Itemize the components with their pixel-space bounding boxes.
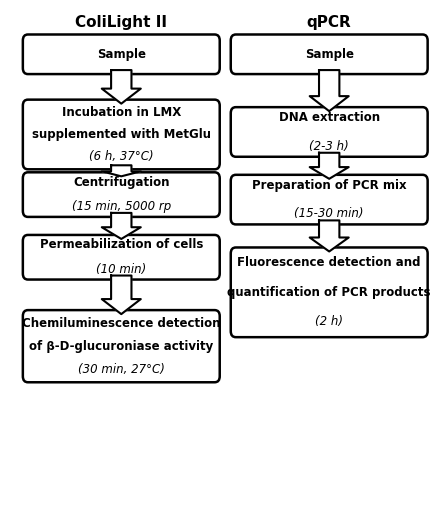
Text: ColiLight II: ColiLight II	[75, 16, 167, 30]
Text: quantification of PCR products: quantification of PCR products	[228, 286, 431, 299]
Text: (15 min, 5000 rp: (15 min, 5000 rp	[72, 200, 171, 213]
Text: Sample: Sample	[305, 48, 354, 61]
FancyBboxPatch shape	[23, 310, 220, 382]
Text: qPCR: qPCR	[307, 16, 351, 30]
FancyBboxPatch shape	[23, 235, 220, 280]
Text: Incubation in LMX: Incubation in LMX	[62, 106, 181, 119]
Text: (6 h, 37°C): (6 h, 37°C)	[89, 150, 154, 163]
Polygon shape	[310, 220, 349, 252]
Text: (30 min, 27°C): (30 min, 27°C)	[78, 363, 165, 375]
FancyBboxPatch shape	[231, 175, 428, 224]
Polygon shape	[102, 276, 141, 314]
Text: Preparation of PCR mix: Preparation of PCR mix	[252, 179, 407, 192]
FancyBboxPatch shape	[23, 172, 220, 217]
Polygon shape	[310, 70, 349, 111]
Polygon shape	[310, 153, 349, 179]
FancyBboxPatch shape	[231, 107, 428, 157]
Polygon shape	[102, 70, 141, 104]
FancyBboxPatch shape	[231, 34, 428, 74]
Text: (15-30 min): (15-30 min)	[294, 207, 364, 220]
FancyBboxPatch shape	[23, 100, 220, 169]
Text: (2 h): (2 h)	[315, 315, 343, 328]
Text: (10 min): (10 min)	[96, 263, 146, 276]
Text: Permeabilization of cells: Permeabilization of cells	[40, 239, 203, 252]
Text: of β-D-glucuroniase activity: of β-D-glucuroniase activity	[29, 340, 213, 353]
Text: (2-3 h): (2-3 h)	[309, 140, 349, 153]
FancyBboxPatch shape	[23, 34, 220, 74]
Text: DNA extraction: DNA extraction	[278, 111, 380, 124]
Text: supplemented with MetGlu: supplemented with MetGlu	[32, 128, 211, 141]
Text: Sample: Sample	[97, 48, 146, 61]
Text: Fluorescence detection and: Fluorescence detection and	[237, 256, 421, 269]
Text: Centrifugation: Centrifugation	[73, 176, 170, 189]
Polygon shape	[102, 213, 141, 239]
FancyBboxPatch shape	[231, 247, 428, 337]
Polygon shape	[102, 165, 141, 176]
Text: Chemiluminescence detection: Chemiluminescence detection	[22, 317, 221, 330]
